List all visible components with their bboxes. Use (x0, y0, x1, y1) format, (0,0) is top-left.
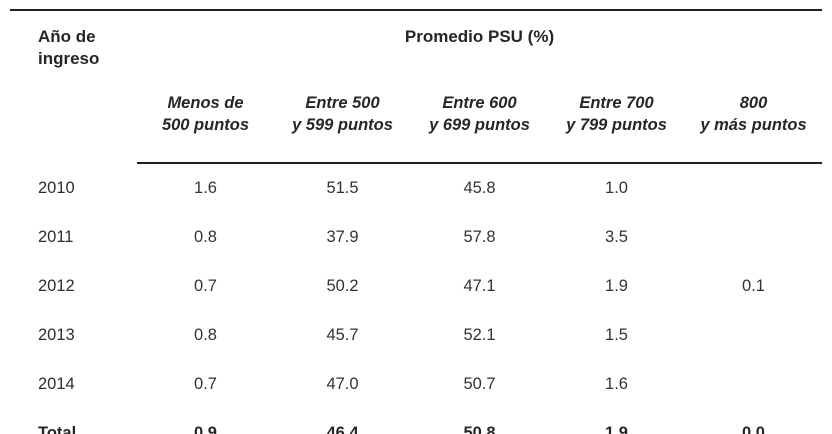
table-row-2014: 2014 0.7 47.0 50.7 1.6 (10, 360, 822, 409)
table-cell: 45.7 (326, 326, 359, 344)
row-label: 2014 (38, 375, 75, 393)
col-header-800-mas: 800 y más puntos (685, 62, 822, 164)
table-cell: 50.8 (463, 424, 496, 434)
table-cell: 37.9 (326, 228, 359, 246)
row-label: 2010 (38, 178, 75, 197)
psu-distribution-table: Año de ingreso Promedio PSU (%) Menos de… (10, 9, 822, 434)
table-cell: 0.9 (194, 424, 217, 434)
table-cell: 0.8 (194, 228, 217, 246)
col-header-line: y 599 puntos (292, 116, 393, 134)
col-header-line: Entre 700 (579, 94, 654, 112)
col-header-line: Entre 600 (442, 94, 517, 112)
table-cell (685, 311, 822, 360)
column-header-row: Menos de 500 puntos Entre 500 y 599 punt… (10, 62, 822, 164)
col-header-line: y 799 puntos (566, 116, 667, 134)
table-cell: 0.1 (742, 277, 765, 295)
table-cell: 45.8 (463, 179, 496, 197)
table-cell: 1.9 (605, 277, 628, 295)
row-label-total: Total (38, 424, 77, 434)
table-cell: 0.8 (194, 326, 217, 344)
corner-header-year-of-entry: Año de ingreso (10, 10, 137, 163)
col-header-500-599: Entre 500 y 599 puntos (274, 62, 411, 164)
table-cell: 1.6 (605, 375, 628, 393)
table-cell: 0.0 (742, 424, 765, 434)
col-header-700-799: Entre 700 y 799 puntos (548, 62, 685, 164)
row-label: 2011 (38, 228, 74, 246)
data-table: Año de ingreso Promedio PSU (%) Menos de… (10, 9, 822, 434)
table-header: Año de ingreso Promedio PSU (%) Menos de… (10, 10, 822, 164)
table-cell: 0.7 (194, 375, 217, 393)
col-header-line: y 699 puntos (429, 116, 530, 134)
col-header-line: Menos de (167, 94, 244, 112)
table-cell (685, 213, 822, 262)
table-cell: 1.0 (605, 179, 628, 197)
table-cell (685, 360, 822, 409)
col-header-line: 800 (739, 94, 768, 112)
table-cell: 51.5 (326, 179, 359, 197)
table-body: 2010 1.6 51.5 45.8 1.0 2011 0.8 37.9 57.… (10, 163, 822, 434)
row-label: 2013 (38, 326, 75, 344)
row-label: 2012 (38, 277, 75, 295)
table-cell: 52.1 (463, 326, 496, 344)
corner-header-line2: ingreso (38, 49, 100, 68)
table-cell: 0.7 (194, 277, 217, 295)
table-row-total: Total 0.9 46.4 50.8 1.9 0.0 (10, 409, 822, 434)
table-row-2010: 2010 1.6 51.5 45.8 1.0 (10, 163, 822, 213)
col-header-menos-500: Menos de 500 puntos (137, 62, 274, 164)
table-cell: 50.2 (326, 277, 359, 295)
table-cell: 3.5 (605, 228, 628, 246)
table-cell: 46.4 (326, 424, 359, 434)
corner-header-line1: Año de (38, 27, 96, 46)
table-cell: 1.6 (194, 179, 217, 197)
col-header-line: Entre 500 (305, 94, 380, 112)
group-header-row: Año de ingreso Promedio PSU (%) (10, 10, 822, 68)
table-cell: 47.1 (463, 277, 496, 295)
table-cell (685, 163, 822, 213)
table-cell: 50.7 (463, 375, 496, 393)
table-cell: 1.5 (605, 326, 628, 344)
table-row-2012: 2012 0.7 50.2 47.1 1.9 0.1 (10, 262, 822, 311)
table-cell: 1.9 (605, 424, 628, 434)
table-row-2013: 2013 0.8 45.7 52.1 1.5 (10, 311, 822, 360)
span-header-promedio-psu: Promedio PSU (%) (404, 27, 555, 46)
col-header-600-699: Entre 600 y 699 puntos (411, 62, 548, 164)
col-header-line: 500 puntos (161, 116, 250, 134)
table-cell: 47.0 (326, 375, 359, 393)
table-row-2011: 2011 0.8 37.9 57.8 3.5 (10, 213, 822, 262)
table-cell: 57.8 (463, 228, 496, 246)
col-header-line: y más puntos (700, 116, 807, 134)
